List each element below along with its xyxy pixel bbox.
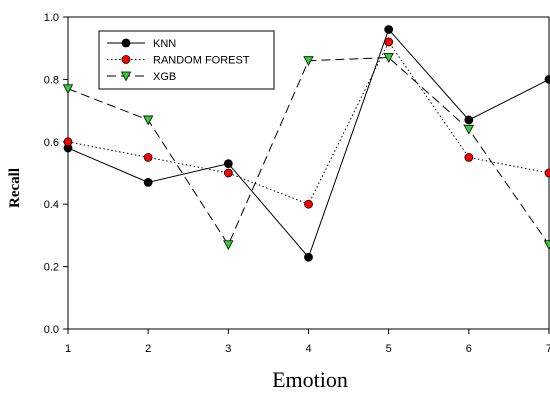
x-axis-label: Emotion bbox=[272, 367, 348, 392]
data-point-knn bbox=[143, 177, 153, 187]
y-tick-label: 1.0 bbox=[44, 12, 59, 24]
data-point-xgb bbox=[463, 124, 474, 135]
y-tick-label: 0.8 bbox=[44, 74, 59, 86]
legend-label-knn: KNN bbox=[153, 38, 176, 50]
legend-label-xgb: XGB bbox=[153, 71, 176, 83]
x-tick-label: 4 bbox=[305, 343, 311, 355]
y-tick-label: 0.6 bbox=[44, 137, 59, 149]
legend-marker-random-forest bbox=[121, 55, 131, 64]
data-point-xgb bbox=[62, 84, 74, 95]
data-point-knn bbox=[304, 252, 313, 262]
y-tick-label: 0.0 bbox=[44, 324, 59, 336]
x-tick-label: 6 bbox=[466, 343, 472, 355]
y-tick-label: 0.4 bbox=[44, 199, 59, 211]
data-point-knn bbox=[544, 75, 550, 84]
data-point-random-forest bbox=[544, 168, 550, 178]
data-point-knn bbox=[464, 115, 474, 125]
data-point-random-forest bbox=[384, 37, 394, 47]
x-tick-label: 1 bbox=[65, 343, 71, 355]
x-tick-label: 3 bbox=[225, 343, 231, 355]
data-point-random-forest bbox=[464, 152, 474, 162]
data-point-knn bbox=[384, 25, 394, 34]
x-tick-label: 7 bbox=[546, 343, 550, 355]
data-point-random-forest bbox=[223, 168, 233, 178]
data-point-random-forest bbox=[63, 137, 73, 147]
data-point-knn bbox=[223, 159, 233, 169]
legend-marker-knn bbox=[121, 38, 131, 48]
y-axis-label: Recall bbox=[7, 168, 23, 208]
legend-marker-xgb bbox=[120, 71, 132, 82]
y-tick-label: 0.2 bbox=[44, 262, 59, 274]
data-point-xgb bbox=[543, 240, 550, 251]
data-point-xgb bbox=[383, 53, 394, 63]
x-tick-label: 5 bbox=[386, 343, 392, 355]
data-point-xgb bbox=[143, 115, 154, 126]
data-point-xgb bbox=[303, 56, 314, 67]
data-point-random-forest bbox=[304, 199, 313, 209]
legend: KNN RANDOM FOREST XGB bbox=[98, 30, 275, 90]
plot-axes: 0.0 0.2 0.4 0.6 0.8 1.0 1 2 3 4 5 6 7 bbox=[44, 12, 550, 355]
series-layer bbox=[62, 25, 550, 262]
data-point-xgb bbox=[223, 240, 234, 251]
x-tick-label: 2 bbox=[145, 343, 151, 355]
data-point-random-forest bbox=[143, 152, 153, 162]
legend-label-random-forest: RANDOM FOREST bbox=[153, 55, 250, 67]
